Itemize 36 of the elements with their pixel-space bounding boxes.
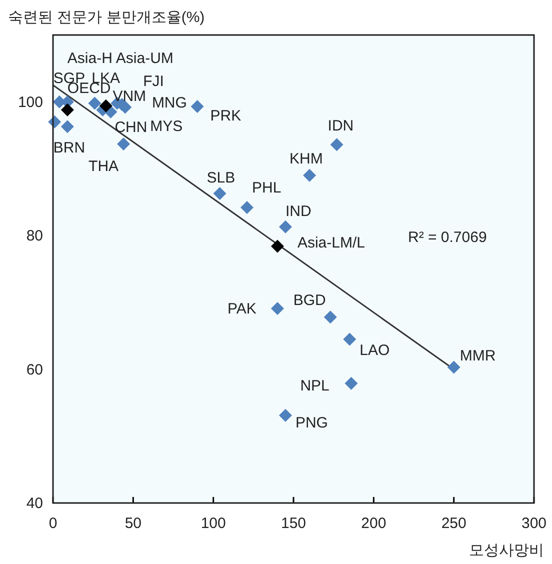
annotation: Asia-UM bbox=[116, 50, 174, 67]
annotation: MYS bbox=[150, 118, 183, 136]
annotation: SLB bbox=[206, 169, 236, 186]
annotation: LAO bbox=[360, 342, 390, 360]
annotation: IND bbox=[285, 202, 312, 220]
annotation: VNM bbox=[112, 88, 146, 105]
x-tick-label: 150 bbox=[280, 515, 306, 532]
x-tick-label: 100 bbox=[200, 515, 226, 532]
annotation: PRK bbox=[210, 108, 242, 125]
annotation: PNG bbox=[295, 414, 328, 432]
annotation: MNG bbox=[152, 94, 187, 112]
annotation: PHL bbox=[252, 179, 282, 196]
annotation: CHN bbox=[114, 118, 148, 136]
annotation: FJI bbox=[143, 73, 164, 90]
annotation: KHM bbox=[290, 150, 323, 168]
x-tick-label: 250 bbox=[441, 515, 466, 532]
annotation: Asia-LM/L bbox=[297, 234, 365, 252]
y-tick-label: 60 bbox=[26, 361, 43, 378]
annotation: R² = 0.7069 bbox=[408, 229, 487, 246]
x-tick-label: 300 bbox=[521, 515, 547, 532]
annotation: MMR bbox=[460, 347, 496, 364]
y-tick-label: 100 bbox=[18, 94, 43, 111]
x-tick-label: 50 bbox=[124, 515, 142, 532]
annotation: BRN bbox=[53, 140, 86, 157]
x-axis-title: 모성사망비 bbox=[469, 542, 544, 559]
y-tick-label: 40 bbox=[26, 495, 43, 512]
y-tick-label: 80 bbox=[26, 228, 43, 245]
annotation: PAK bbox=[227, 300, 256, 318]
annotation: NPL bbox=[300, 377, 330, 394]
annotation: IDN bbox=[328, 118, 354, 135]
annotation: Asia-H bbox=[67, 50, 112, 67]
x-tick-label: 200 bbox=[361, 515, 386, 532]
annotation: THA bbox=[88, 158, 119, 175]
x-tick-label: 0 bbox=[48, 515, 58, 532]
y-axis-title: 숙련된 전문가 분만개조율(%) bbox=[8, 9, 205, 26]
annotation: BGD bbox=[293, 292, 326, 310]
